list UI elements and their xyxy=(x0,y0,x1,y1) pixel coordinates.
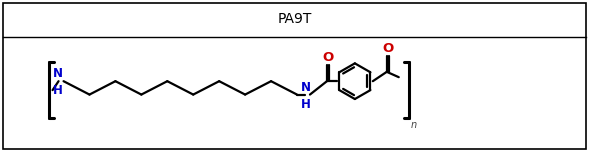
Text: N: N xyxy=(301,81,311,94)
Text: N: N xyxy=(52,67,62,80)
Text: n: n xyxy=(411,120,417,130)
Text: H: H xyxy=(301,98,311,111)
Text: H: H xyxy=(52,84,62,97)
Text: PA9T: PA9T xyxy=(277,12,312,26)
Text: O: O xyxy=(382,42,393,55)
Text: O: O xyxy=(323,51,334,64)
